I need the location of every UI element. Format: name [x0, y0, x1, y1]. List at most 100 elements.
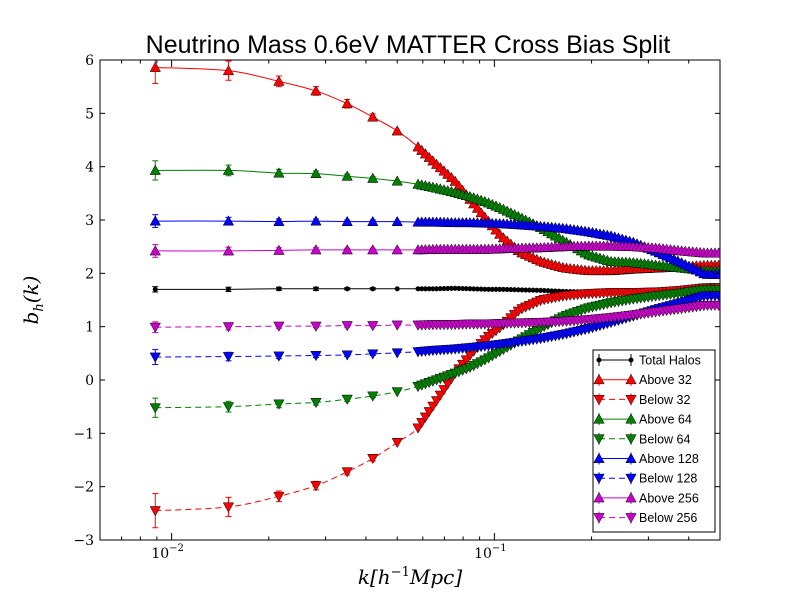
series-above-256 [149, 240, 720, 258]
data-point [222, 402, 235, 413]
data-point [391, 348, 403, 359]
data-point [341, 215, 353, 227]
data-point [310, 85, 322, 96]
legend-box [592, 349, 716, 533]
legend-marker [596, 357, 602, 363]
series-line [155, 288, 706, 409]
legend-marker [593, 394, 605, 406]
data-point [273, 167, 285, 178]
data-point [149, 322, 161, 333]
data-point [344, 286, 350, 292]
legend-marker [625, 513, 637, 524]
legend-marker [593, 473, 605, 484]
data-point [222, 64, 235, 76]
data-point [149, 245, 161, 256]
data-point [149, 403, 161, 414]
data-point [222, 164, 235, 175]
data-point [273, 351, 285, 362]
data-point [152, 286, 158, 292]
data-point [310, 167, 322, 179]
data-point [149, 352, 161, 363]
data-point [367, 349, 379, 360]
data-point [310, 244, 322, 255]
legend-marker [625, 373, 637, 385]
data-point [713, 300, 720, 312]
data-point [149, 61, 161, 72]
data-point [149, 164, 161, 175]
data-point [341, 170, 353, 181]
legend-marker [593, 513, 605, 524]
legend-label: Total Halos [639, 354, 701, 368]
data-point [713, 291, 720, 302]
x-axis-label: k[h−1Mpc] [358, 565, 462, 589]
data-point [713, 268, 720, 279]
data-point [273, 244, 285, 255]
y-tick-label: 0 [85, 373, 94, 389]
y-tick-label: 2 [85, 266, 94, 282]
legend-label: Above 32 [639, 373, 692, 387]
data-point [310, 215, 322, 226]
data-point [713, 247, 720, 258]
y-tick-label: −3 [73, 533, 94, 549]
legend-marker [625, 434, 637, 445]
data-point [367, 215, 379, 227]
legend-marker [593, 413, 605, 424]
data-point [149, 215, 161, 226]
y-tick-label: 6 [85, 53, 94, 69]
data-point [222, 215, 235, 226]
legend-marker [593, 373, 605, 385]
y-tick-label: 1 [85, 320, 94, 336]
plot-frame [99, 59, 721, 541]
legend-marker [625, 473, 637, 484]
data-point [341, 350, 353, 361]
data-point [367, 321, 379, 332]
y-tick-label: 3 [85, 213, 94, 229]
data-point [341, 394, 353, 405]
y-tick-label: −2 [73, 480, 94, 496]
data-point [391, 175, 403, 186]
data-point [149, 506, 161, 517]
legend-marker [593, 452, 605, 463]
data-point [222, 352, 235, 363]
data-point [341, 98, 353, 109]
plot-area [149, 60, 720, 529]
data-point [341, 244, 353, 255]
data-point [341, 321, 353, 332]
legend-marker [625, 413, 637, 424]
chart-title: Neutrino Mass 0.6eV MATTER Cross Bias Sp… [146, 31, 671, 59]
data-point [391, 215, 403, 227]
y-tick-label: 5 [85, 106, 94, 122]
data-point [273, 215, 285, 227]
data-point [273, 321, 285, 332]
y-axis-label: bh(k) [19, 276, 47, 325]
data-point [222, 322, 235, 333]
series-below-128 [149, 291, 720, 366]
data-point [310, 481, 322, 492]
x-tick-label: 10−2 [151, 543, 184, 562]
data-point [222, 502, 235, 513]
legend-label: Below 64 [639, 432, 690, 446]
legend-label: Below 256 [639, 511, 697, 525]
data-point [273, 75, 285, 86]
legend-label: Below 32 [639, 393, 690, 407]
legend-marker [593, 492, 605, 503]
legend-marker [593, 434, 605, 445]
data-point [391, 320, 403, 331]
data-point [391, 244, 403, 255]
data-point [391, 125, 403, 136]
legend-marker [628, 357, 634, 363]
x-tick-label: 10−1 [474, 543, 507, 562]
data-point [370, 286, 376, 292]
data-point [276, 286, 282, 292]
data-point [310, 351, 322, 362]
legend-marker [625, 492, 637, 503]
data-point [313, 286, 319, 292]
data-point [222, 245, 235, 256]
data-point [391, 387, 403, 398]
data-point [225, 286, 231, 292]
series-below-256 [149, 300, 720, 334]
legend-marker [625, 452, 637, 463]
data-point [391, 437, 403, 449]
data-point [367, 172, 379, 183]
